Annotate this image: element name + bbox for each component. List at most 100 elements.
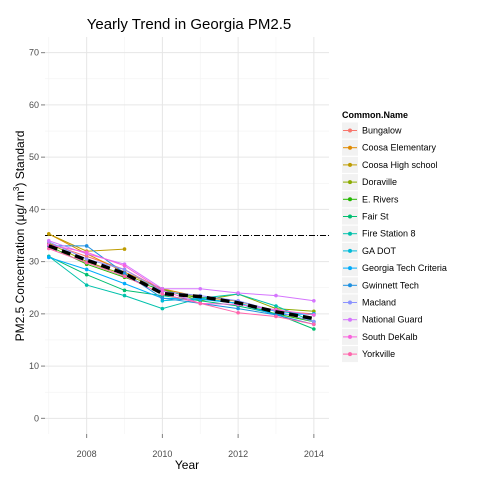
x-axis-title: Year <box>175 458 199 472</box>
data-point <box>46 232 51 236</box>
legend-label: Fair St <box>362 212 389 222</box>
data-point <box>312 319 316 324</box>
x-tick-label: 2012 <box>228 449 248 459</box>
data-point <box>274 314 278 319</box>
y-tick-label: 30 <box>29 257 39 267</box>
data-point <box>236 291 240 295</box>
data-point <box>236 306 240 311</box>
data-point <box>312 322 316 327</box>
y-tick-label: 50 <box>29 152 39 162</box>
y-tick-label: 40 <box>29 204 39 214</box>
y-tick-label: 10 <box>29 361 39 371</box>
legend-key-point <box>348 128 352 133</box>
data-point <box>84 260 89 265</box>
legend-label: Georgia Tech Criteria <box>362 263 447 273</box>
data-point <box>46 255 51 260</box>
data-point <box>236 311 240 315</box>
data-point <box>46 238 51 243</box>
y-tick-label: 20 <box>29 309 39 319</box>
legend-item: Bungalow <box>342 122 402 139</box>
major-gridlines <box>45 37 329 434</box>
data-point <box>312 313 316 317</box>
data-point <box>122 263 127 268</box>
legend-label: Yorkville <box>362 349 395 359</box>
data-point <box>122 288 127 293</box>
legend-label: Bungalow <box>362 126 402 136</box>
legend-item: National Guard <box>342 311 423 328</box>
legend-item: Georgia Tech Criteria <box>342 260 447 277</box>
legend-title: Common.Name <box>342 110 408 120</box>
legend-label: E. Rivers <box>362 194 399 204</box>
data-point <box>84 267 89 272</box>
average-trend <box>48 244 315 321</box>
legend-label: National Guard <box>362 315 423 325</box>
legend-item: Coosa High school <box>342 156 438 173</box>
plot-area <box>45 37 329 434</box>
legend-item: Macland <box>342 294 396 311</box>
average-trend-line <box>48 244 315 321</box>
series-lines <box>46 232 316 331</box>
x-tick-label: 2014 <box>304 449 324 459</box>
y-axis-title: PM2.5 Concentration (μg/ m3) Standard <box>12 131 27 342</box>
legend-label: Macland <box>362 298 396 308</box>
x-tick-label: 2008 <box>77 449 97 459</box>
legend-key-point <box>348 317 352 322</box>
data-point <box>160 296 165 300</box>
legend-label: Fire Station 8 <box>362 229 416 239</box>
legend-item: Gwinnett Tech <box>342 277 419 294</box>
legend-label: GA DOT <box>362 246 397 256</box>
y-tick-label: 70 <box>29 48 39 58</box>
y-tick-label: 0 <box>34 413 39 423</box>
data-point <box>84 250 89 255</box>
data-point <box>312 309 316 314</box>
data-point <box>122 271 127 275</box>
series-line <box>48 240 314 302</box>
data-point <box>84 283 89 287</box>
data-point <box>122 247 127 251</box>
legend-key-point <box>348 214 352 219</box>
data-point <box>274 293 278 298</box>
data-point <box>122 267 127 272</box>
legend-items: Bungalow Coosa Elementary Coosa High schoo… <box>342 122 447 363</box>
data-point <box>312 298 316 303</box>
x-tick-label: 2010 <box>152 449 172 459</box>
data-point <box>84 244 89 248</box>
legend-label: South DeKalb <box>362 332 418 342</box>
series-national-guard <box>46 238 316 303</box>
legend-key-point <box>348 180 352 185</box>
legend-key-point <box>348 197 352 202</box>
data-point <box>160 306 165 311</box>
chart-title: Yearly Trend in Georgia PM2.5 <box>87 16 292 33</box>
series-line <box>48 248 315 325</box>
series-yorkville <box>46 246 316 327</box>
data-point <box>198 286 203 291</box>
y-axis-ticks: 0 10 20 30 40 50 60 70 <box>29 48 45 423</box>
legend-item: Fair St <box>342 208 389 225</box>
data-point <box>198 301 203 306</box>
legend-key-point <box>348 352 352 357</box>
data-point <box>122 274 127 279</box>
data-point <box>274 304 278 308</box>
data-point <box>122 281 127 286</box>
data-point <box>84 257 89 261</box>
legend: Common.Name Bungalow Coosa Elementary Coos… <box>342 110 447 363</box>
data-point <box>160 292 165 296</box>
legend-label: Gwinnett Tech <box>362 280 419 290</box>
legend-item: Fire Station 8 <box>342 225 416 242</box>
legend-item: Yorkville <box>342 346 395 363</box>
legend-item: Coosa Elementary <box>342 139 437 156</box>
data-point <box>84 272 89 277</box>
data-point <box>84 254 89 259</box>
series-line <box>48 245 315 325</box>
legend-label: Coosa Elementary <box>362 143 437 153</box>
legend-item: E. Rivers <box>342 191 399 208</box>
legend-key-point <box>348 283 352 288</box>
legend-key-point <box>348 248 352 253</box>
legend-item: South DeKalb <box>342 328 418 345</box>
legend-item: GA DOT <box>342 242 397 259</box>
legend-key-point <box>348 231 352 236</box>
data-point <box>312 327 316 331</box>
legend-key-point <box>348 300 352 305</box>
data-point <box>122 293 127 298</box>
